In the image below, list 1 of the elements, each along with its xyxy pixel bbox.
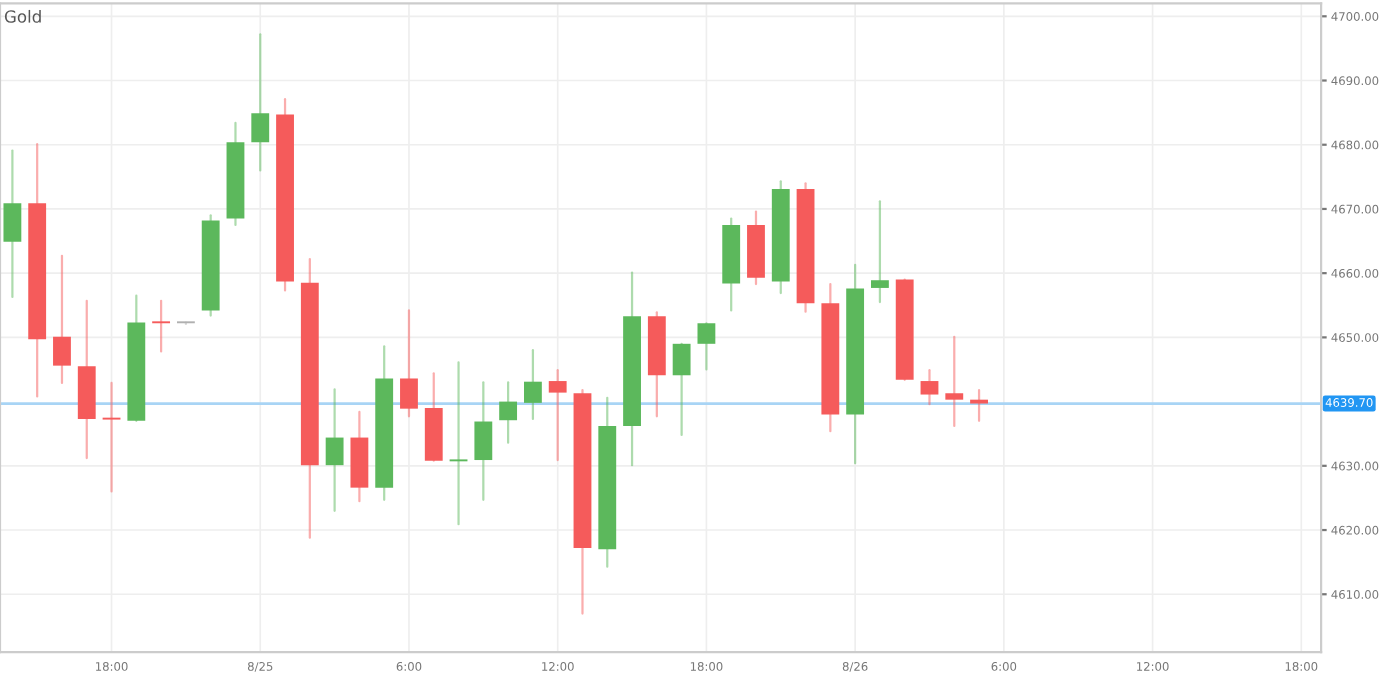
chart-title: Gold bbox=[4, 9, 41, 23]
